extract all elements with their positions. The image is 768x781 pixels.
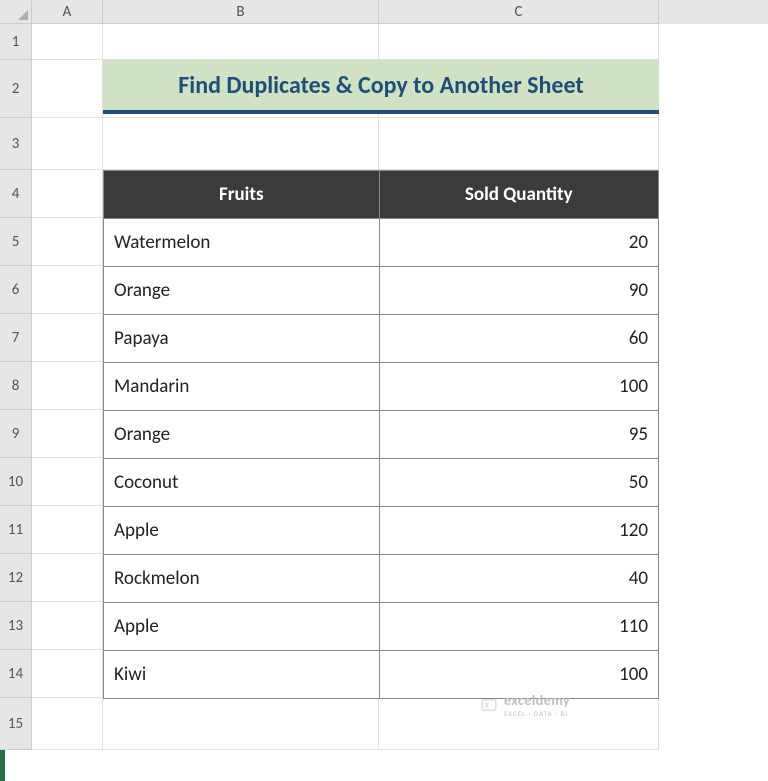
fruit-cell[interactable]: Mandarin — [104, 363, 380, 411]
table-row[interactable]: Rockmelon40 — [104, 555, 659, 603]
row-header-14[interactable]: 14 — [0, 650, 32, 698]
quantity-cell[interactable]: 100 — [379, 363, 658, 411]
row-header-13[interactable]: 13 — [0, 602, 32, 650]
cell-A12[interactable] — [32, 554, 103, 602]
logo-icon — [480, 696, 498, 714]
cell-B15[interactable] — [103, 698, 379, 750]
cell-A4[interactable] — [32, 170, 103, 218]
cell-A1[interactable] — [32, 24, 103, 60]
table-header-sold-quantity[interactable]: Sold Quantity — [379, 171, 658, 219]
watermark-logo: exceldemy EXCEL · DATA · BI — [480, 692, 570, 718]
column-headers-row: ABC — [0, 0, 768, 24]
fruit-cell[interactable]: Kiwi — [104, 651, 380, 699]
cell-C3[interactable] — [379, 118, 659, 170]
table-row[interactable]: Kiwi100 — [104, 651, 659, 699]
fruits-table: FruitsSold Quantity Watermelon20Orange90… — [103, 170, 659, 699]
watermark-subtext: EXCEL · DATA · BI — [504, 709, 570, 718]
column-header-b[interactable]: B — [103, 0, 379, 24]
row-header-3[interactable]: 3 — [0, 118, 32, 170]
fruit-cell[interactable]: Orange — [104, 411, 380, 459]
cell-A5[interactable] — [32, 218, 103, 266]
quantity-cell[interactable]: 60 — [379, 315, 658, 363]
fruit-cell[interactable]: Coconut — [104, 459, 380, 507]
cell-A11[interactable] — [32, 506, 103, 554]
row-header-8[interactable]: 8 — [0, 362, 32, 410]
cell-A15[interactable] — [32, 698, 103, 750]
cell-A7[interactable] — [32, 314, 103, 362]
cell-B3[interactable] — [103, 118, 379, 170]
fruit-cell[interactable]: Orange — [104, 267, 380, 315]
row-header-12[interactable]: 12 — [0, 554, 32, 602]
quantity-cell[interactable]: 120 — [379, 507, 658, 555]
table-row[interactable]: Apple110 — [104, 603, 659, 651]
quantity-cell[interactable]: 110 — [379, 603, 658, 651]
row-header-7[interactable]: 7 — [0, 314, 32, 362]
row-header-1[interactable]: 1 — [0, 24, 32, 60]
table-row[interactable]: Watermelon20 — [104, 219, 659, 267]
row-header-9[interactable]: 9 — [0, 410, 32, 458]
table-header-fruits[interactable]: Fruits — [104, 171, 380, 219]
fruit-cell[interactable]: Apple — [104, 603, 380, 651]
column-header-c[interactable]: C — [379, 0, 659, 24]
cell-A10[interactable] — [32, 458, 103, 506]
quantity-cell[interactable]: 20 — [379, 219, 658, 267]
row-header-11[interactable]: 11 — [0, 506, 32, 554]
cell-A8[interactable] — [32, 362, 103, 410]
cell-A6[interactable] — [32, 266, 103, 314]
fruit-cell[interactable]: Apple — [104, 507, 380, 555]
select-all-corner[interactable] — [0, 0, 32, 24]
fruit-cell[interactable]: Watermelon — [104, 219, 380, 267]
quantity-cell[interactable]: 90 — [379, 267, 658, 315]
quantity-cell[interactable]: 40 — [379, 555, 658, 603]
row-header-5[interactable]: 5 — [0, 218, 32, 266]
quantity-cell[interactable]: 95 — [379, 411, 658, 459]
watermark-text: exceldemy — [504, 692, 570, 709]
table-row[interactable]: Coconut50 — [104, 459, 659, 507]
cell-A14[interactable] — [32, 650, 103, 698]
title-banner: Find Duplicates & Copy to Another Sheet — [103, 60, 659, 114]
row-headers-column: 123456789101112131415 — [0, 24, 32, 750]
column-header-a[interactable]: A — [32, 0, 103, 24]
row-header-10[interactable]: 10 — [0, 458, 32, 506]
spreadsheet-area: ABC 123456789101112131415 Find Duplicate… — [0, 0, 768, 781]
data-table-container: FruitsSold Quantity Watermelon20Orange90… — [103, 170, 659, 699]
table-row[interactable]: Apple120 — [104, 507, 659, 555]
row-header-15[interactable]: 15 — [0, 698, 32, 750]
cell-A3[interactable] — [32, 118, 103, 170]
fruit-cell[interactable]: Papaya — [104, 315, 380, 363]
cell-A2[interactable] — [32, 60, 103, 118]
row-header-2[interactable]: 2 — [0, 60, 32, 118]
row-header-6[interactable]: 6 — [0, 266, 32, 314]
cell-B1[interactable] — [103, 24, 379, 60]
table-row[interactable]: Mandarin100 — [104, 363, 659, 411]
cell-A9[interactable] — [32, 410, 103, 458]
title-text: Find Duplicates & Copy to Another Sheet — [178, 71, 583, 100]
table-row[interactable]: Orange90 — [104, 267, 659, 315]
row-header-4[interactable]: 4 — [0, 170, 32, 218]
table-row[interactable]: Orange95 — [104, 411, 659, 459]
cell-C1[interactable] — [379, 24, 659, 60]
table-row[interactable]: Papaya60 — [104, 315, 659, 363]
cell-A13[interactable] — [32, 602, 103, 650]
fruit-cell[interactable]: Rockmelon — [104, 555, 380, 603]
quantity-cell[interactable]: 50 — [379, 459, 658, 507]
